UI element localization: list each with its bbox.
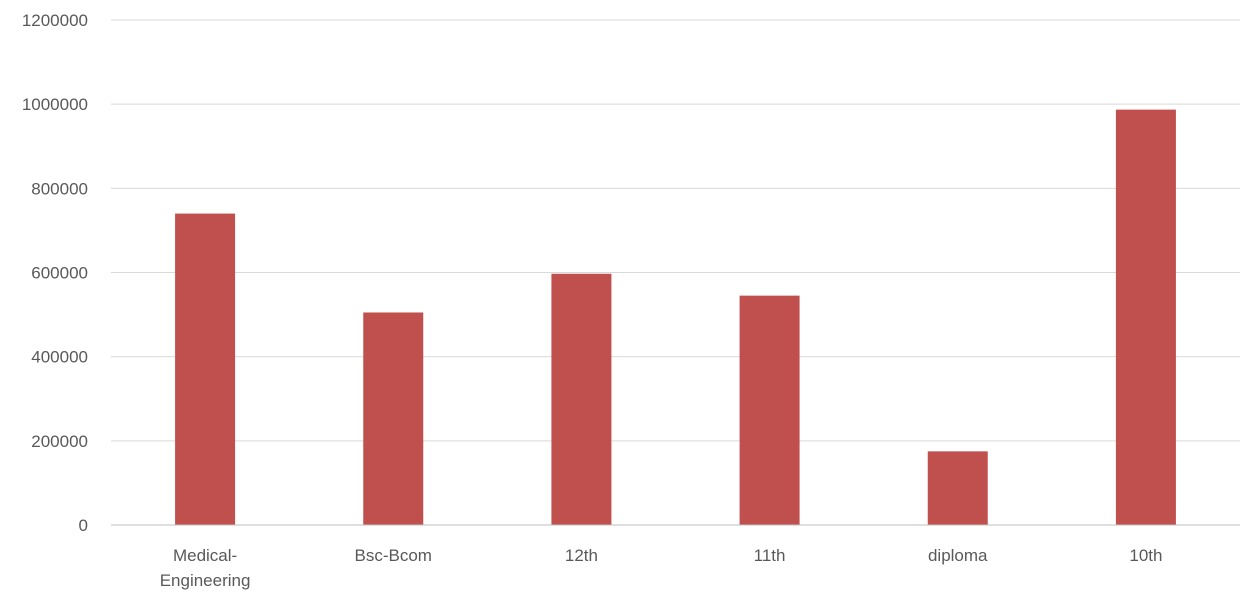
x-tick-label: 12th — [565, 546, 598, 565]
x-tick-label: Bsc-Bcom — [355, 546, 432, 565]
x-axis-tick-labels: Medical-Engineering Bsc-Bcom 12th 11th diplo… — [160, 546, 1163, 590]
bars — [175, 109, 1176, 526]
x-tick-label: diploma — [928, 546, 988, 565]
bar — [927, 451, 988, 525]
x-tick-label: Medical-Engineering — [160, 546, 251, 590]
y-tick-label: 800000 — [31, 179, 88, 198]
x-tick-label: 11th — [754, 546, 786, 565]
bar — [1115, 109, 1176, 525]
x-tick-label: 10th — [1129, 546, 1162, 565]
y-axis-tick-labels: 0 200000 400000 600000 800000 1000000 1200000 — [22, 11, 88, 535]
y-tick-label: 0 — [79, 516, 88, 535]
y-tick-label: 1200000 — [22, 11, 88, 30]
bar — [551, 273, 612, 525]
bar — [175, 213, 236, 526]
bar — [363, 312, 424, 525]
y-tick-label: 400000 — [31, 348, 88, 367]
y-tick-label: 200000 — [31, 432, 88, 451]
bar — [739, 295, 800, 525]
gridlines — [111, 19, 1240, 442]
y-tick-label: 600000 — [31, 264, 88, 283]
y-tick-label: 1000000 — [22, 95, 88, 114]
